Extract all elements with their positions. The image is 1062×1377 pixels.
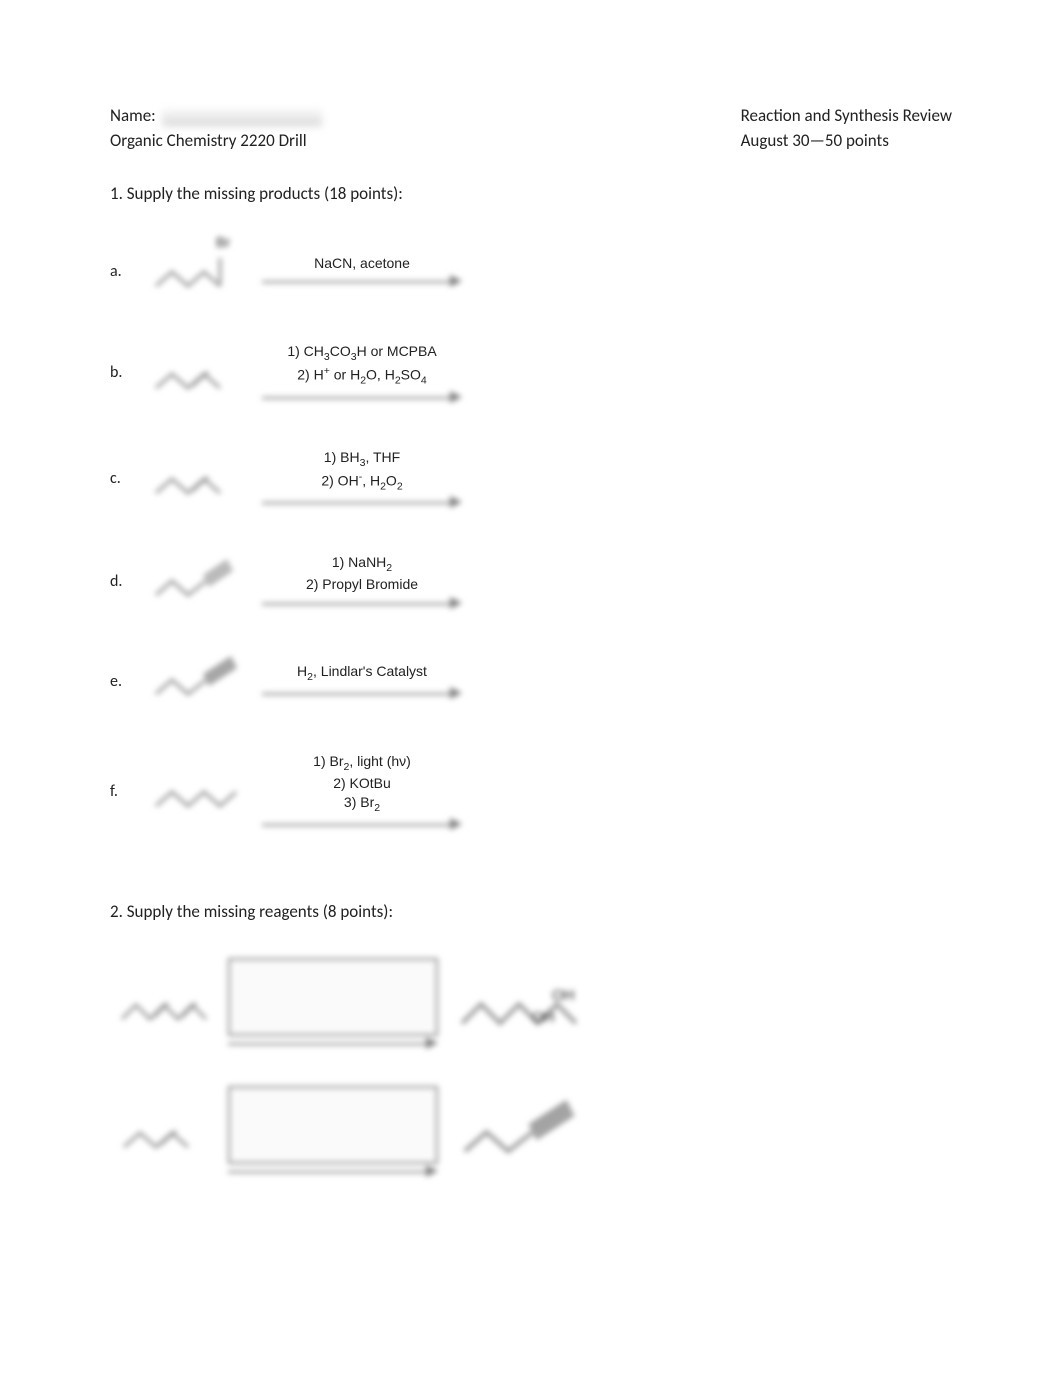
- arrow-line-icon: [228, 1036, 438, 1050]
- reaction-row: c. 1) BH3, THF2) OH-, H2O2: [110, 448, 952, 510]
- reaction-row: a. Br NaCN, acetone: [110, 244, 952, 298]
- q2-product-structure: OH OH: [454, 969, 584, 1039]
- name-label: Name:: [110, 105, 156, 126]
- reaction-label: a.: [110, 262, 130, 281]
- product-substituent-label: OH: [552, 987, 575, 1004]
- starting-material-structure: [148, 764, 244, 818]
- reagent-text: 1) NaNH22) Propyl Bromide: [306, 553, 418, 594]
- reaction-arrow: H2, Lindlar's Catalyst: [262, 662, 462, 700]
- reagent-text: H2, Lindlar's Catalyst: [297, 662, 427, 684]
- name-row: Name:: [110, 105, 322, 126]
- reaction-label: e.: [110, 672, 130, 691]
- header-right-column: Reaction and Synthesis Review August 30—…: [741, 105, 952, 151]
- arrow-line-icon: [228, 1164, 438, 1178]
- q2-starting-material: [116, 1105, 212, 1159]
- starting-material-structure: [148, 346, 244, 400]
- reaction-label: d.: [110, 572, 130, 591]
- arrow-line-icon: [262, 274, 462, 288]
- header-left-column: Name: Organic Chemistry 2220 Drill: [110, 105, 322, 151]
- starting-material-structure: [148, 451, 244, 505]
- substituent-label: Br: [216, 234, 230, 250]
- starting-material-structure: Br: [148, 244, 244, 298]
- q1-reactions-list: a. Br NaCN, acetone b. 1) CH3CO3H or MCPBA2)…: [110, 244, 952, 831]
- reaction-label: b.: [110, 363, 130, 382]
- reagent-text: 1) BH3, THF2) OH-, H2O2: [321, 448, 402, 494]
- reagent-text: 1) Br2, light (hν)2) KOtBu3) Br2: [313, 752, 411, 815]
- reaction-row: b. 1) CH3CO3H or MCPBA2) H+ or H2O, H2SO4: [110, 342, 952, 404]
- q2-product-structure: [454, 1097, 584, 1167]
- q2-arrow-column: [228, 1086, 438, 1178]
- reaction-label: f.: [110, 782, 130, 801]
- q2-rows-list: OH OH: [116, 958, 952, 1178]
- q2-starting-material: [116, 977, 212, 1031]
- reaction-arrow: NaCN, acetone: [262, 254, 462, 289]
- q2-reaction-row: [116, 1086, 952, 1178]
- reaction-arrow: 1) Br2, light (hν)2) KOtBu3) Br2: [262, 752, 462, 831]
- date-points: August 30—50 points: [741, 130, 952, 151]
- q1-title: 1. Supply the missing products (18 point…: [110, 183, 952, 204]
- arrow-line-icon: [262, 495, 462, 509]
- document-header: Name: Organic Chemistry 2220 Drill React…: [110, 105, 952, 151]
- q2-arrow-column: [228, 958, 438, 1050]
- reaction-row: d. 1) NaNH22) Propyl Bromide: [110, 553, 952, 610]
- name-blank-field[interactable]: [162, 110, 322, 126]
- arrow-line-icon: [262, 817, 462, 831]
- q2-title: 2. Supply the missing reagents (8 points…: [110, 901, 952, 922]
- reaction-arrow: 1) BH3, THF2) OH-, H2O2: [262, 448, 462, 510]
- product-substituent-label: OH: [532, 1009, 555, 1026]
- starting-material-structure: [148, 555, 244, 609]
- arrow-line-icon: [262, 596, 462, 610]
- reaction-arrow: 1) CH3CO3H or MCPBA2) H+ or H2O, H2SO4: [262, 342, 462, 404]
- starting-material-structure: [148, 654, 244, 708]
- arrow-line-icon: [262, 686, 462, 700]
- reagent-answer-box[interactable]: [228, 958, 438, 1036]
- course-label: Organic Chemistry 2220 Drill: [110, 130, 322, 151]
- worksheet-title: Reaction and Synthesis Review: [741, 105, 952, 126]
- reaction-row: e. H2, Lindlar's Catalyst: [110, 654, 952, 708]
- reaction-arrow: 1) NaNH22) Propyl Bromide: [262, 553, 462, 610]
- reaction-label: c.: [110, 469, 130, 488]
- q2-reaction-row: OH OH: [116, 958, 952, 1050]
- arrow-line-icon: [262, 390, 462, 404]
- reagent-text: 1) CH3CO3H or MCPBA2) H+ or H2O, H2SO4: [287, 342, 436, 388]
- reagent-text: NaCN, acetone: [314, 254, 410, 273]
- reaction-row: f. 1) Br2, light (hν)2) KOtBu3) Br2: [110, 752, 952, 831]
- reagent-answer-box[interactable]: [228, 1086, 438, 1164]
